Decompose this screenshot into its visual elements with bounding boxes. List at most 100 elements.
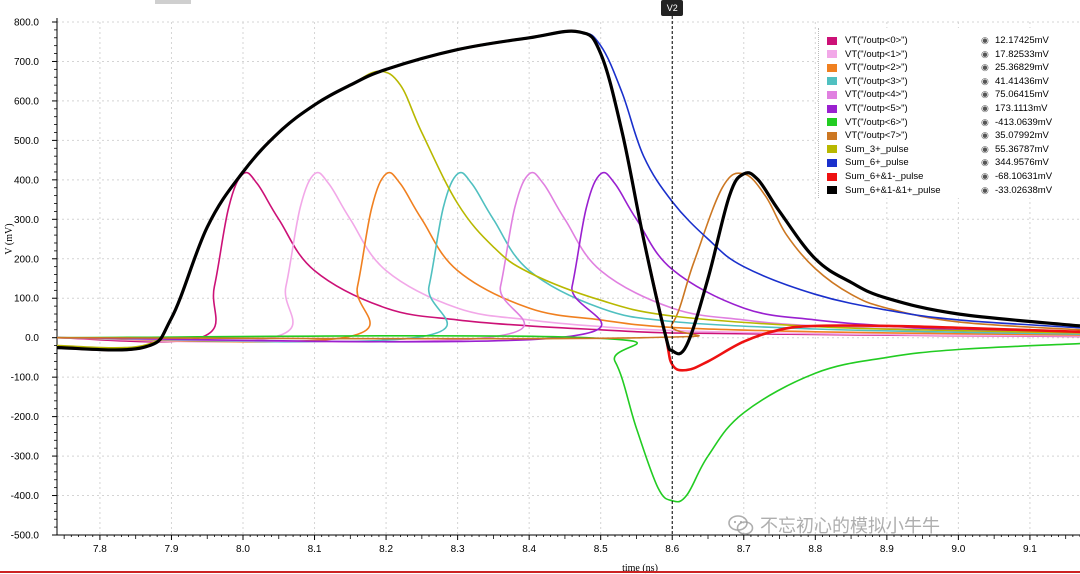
eye-icon[interactable]: ◉ [981,157,989,168]
y-tick-label: 100.0 [14,294,39,305]
series-line-3[interactable] [56,171,1080,343]
eye-icon[interactable]: ◉ [981,75,989,86]
x-tick-label: 7.9 [165,544,179,555]
x-tick-label: 8.5 [594,544,608,555]
series-line-1[interactable] [56,171,1080,343]
legend-swatch [827,104,837,113]
legend-label: VT("/outp<5>") [845,103,908,114]
wechat-icon [728,515,754,535]
y-tick-label: 200.0 [14,254,39,265]
legend-item[interactable]: VT("/outp<4>") ◉ 75.06415mV [827,88,1077,101]
legend-label: VT("/outp<2>") [845,62,908,74]
x-tick-label: 8.6 [665,544,679,555]
eye-icon[interactable]: ◉ [981,130,989,141]
y-tick-label: 600.0 [14,96,39,107]
y-tick-label: -400.0 [11,491,40,502]
eye-icon[interactable]: ◉ [981,116,989,127]
legend-swatch [827,36,837,45]
eye-icon[interactable]: ◉ [981,184,989,195]
y-tick-label: 0.0 [25,333,39,344]
y-tick-label: 400.0 [14,175,39,186]
y-tick-label: -300.0 [11,452,40,463]
legend-swatch [827,131,837,140]
legend-item[interactable]: Sum_3+_pulse ◉ 55.36787mV [827,143,1077,156]
eye-icon[interactable]: ◉ [981,143,989,154]
legend-swatch [827,90,837,99]
legend-label: Sum_6+&1-&1+_pulse [845,184,941,196]
legend-value: -413.0639mV [995,116,1053,128]
legend-swatch [827,77,837,86]
y-axis-title: V (mV) [4,223,15,254]
legend-value: 41.41436mV [995,75,1049,87]
legend-swatch [827,145,837,154]
marker-label[interactable]: V2 [661,0,684,16]
x-axis-title: time (ns) [622,563,658,574]
legend-swatch [827,186,837,195]
legend-swatch [827,158,837,167]
y-tick-label: 800.0 [14,18,39,29]
legend-swatch [827,172,837,181]
legend-value: 173.1113mV [995,103,1048,114]
legend-item[interactable]: Sum_6+&1-&1+_pulse ◉ -33.02638mV [827,184,1077,197]
series-line-0[interactable] [56,171,1080,343]
x-tick-label: 8.2 [379,544,393,555]
eye-icon[interactable]: ◉ [981,62,989,73]
legend-item[interactable]: VT("/outp<1>") ◉ 17.82533mV [827,48,1077,61]
y-tick-label: -200.0 [11,412,40,423]
legend-value: 25.36829mV [995,62,1049,74]
legend-swatch [827,50,837,59]
y-tick-label: 500.0 [14,136,39,147]
x-tick-label: 9.1 [1023,544,1037,555]
legend-item[interactable]: VT("/outp<2>") ◉ 25.36829mV [827,61,1077,74]
x-tick-label: 8.7 [737,544,751,555]
legend-label: Sum_3+_pulse [845,143,909,155]
legend-value: 55.36787mV [995,143,1049,155]
legend-label: VT("/outp<1>") [845,48,908,60]
eye-icon[interactable]: ◉ [981,48,989,59]
eye-icon[interactable]: ◉ [981,89,989,100]
x-tick-label: 8.4 [522,544,536,555]
y-tick-label: -100.0 [11,373,40,384]
legend-item[interactable]: Sum_6+_pulse ◉ 344.9576mV [827,156,1077,169]
legend-swatch [827,63,837,72]
eye-icon[interactable]: ◉ [981,103,989,113]
legend: VT("/outp<0>") ◉ 12.17425mV VT("/outp<1>") ◉… [818,28,1080,198]
legend-label: Sum_6+&1-_pulse [845,171,924,182]
series-line-2[interactable] [56,171,1080,343]
x-tick-label: 8.1 [308,544,322,555]
legend-item[interactable]: Sum_6+&1-_pulse ◉ -68.10631mV [827,170,1077,183]
series-line-11[interactable] [56,29,1080,356]
legend-label: VT("/outp<4>") [845,89,908,101]
x-tick-label: 8.8 [808,544,822,555]
legend-value: -33.02638mV [995,184,1053,196]
legend-value: -68.10631mV [995,171,1053,182]
x-tick-label: 9.0 [951,544,965,555]
y-tick-label: 700.0 [14,57,39,68]
legend-item[interactable]: VT("/outp<3>") ◉ 41.41436mV [827,75,1077,88]
legend-label: Sum_6+_pulse [845,157,909,169]
legend-item[interactable]: VT("/outp<7>") ◉ 35.07992mV [827,129,1077,142]
y-tick-label: 300.0 [14,215,39,226]
legend-label: VT("/outp<7>") [845,130,908,142]
legend-value: 12.17425mV [995,35,1049,46]
watermark: 不忘初心的模拟小牛牛 [728,510,940,540]
legend-swatch [827,118,837,127]
eye-icon[interactable]: ◉ [981,171,989,181]
window-tab [155,0,191,4]
legend-value: 344.9576mV [995,157,1049,169]
eye-icon[interactable]: ◉ [981,35,989,45]
watermark-text: 不忘初心的模拟小牛牛 [760,516,940,537]
x-tick-label: 8.0 [236,544,250,555]
y-tick-label: -500.0 [11,531,40,542]
legend-item[interactable]: VT("/outp<0>") ◉ 12.17425mV [827,34,1077,47]
x-tick-label: 7.8 [93,544,107,555]
legend-label: VT("/outp<3>") [845,75,908,87]
legend-value: 75.06415mV [995,89,1049,101]
legend-item[interactable]: VT("/outp<6>") ◉ -413.0639mV [827,116,1077,129]
legend-label: VT("/outp<0>") [845,35,908,46]
legend-item[interactable]: VT("/outp<5>") ◉ 173.1113mV [827,102,1077,115]
legend-label: VT("/outp<6>") [845,116,908,128]
x-tick-label: 8.9 [880,544,894,555]
x-tick-label: 8.3 [451,544,465,555]
legend-value: 35.07992mV [995,130,1049,142]
